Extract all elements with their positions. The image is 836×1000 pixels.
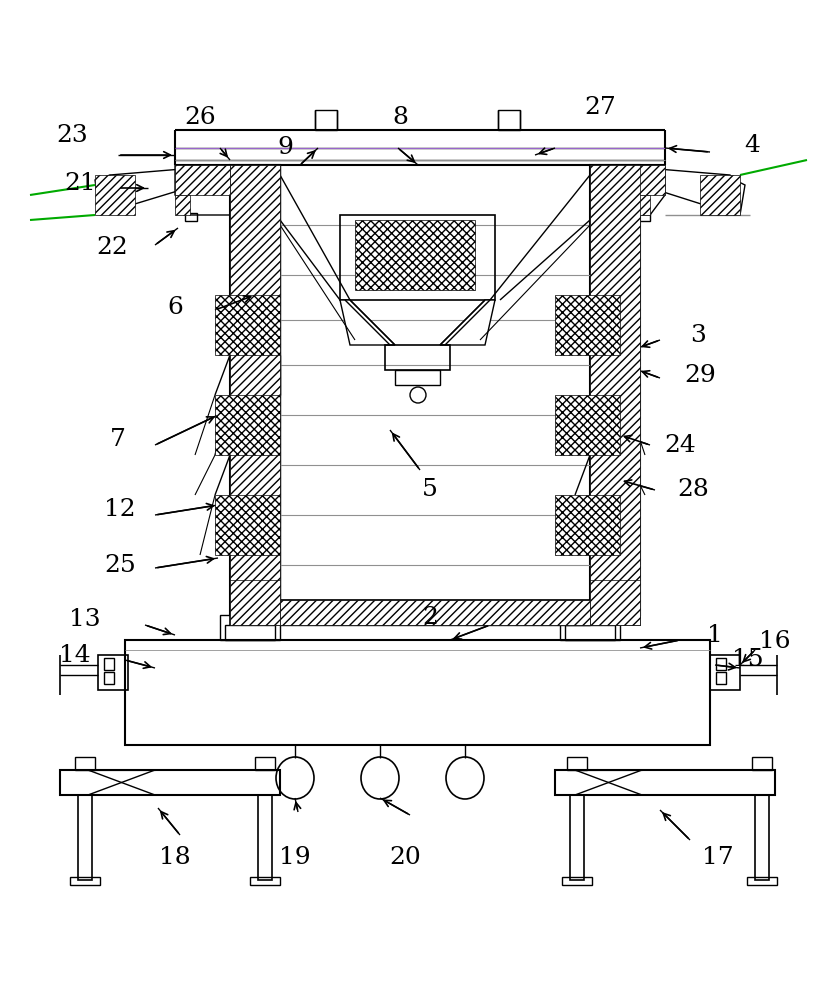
Bar (554, 395, 619, 455)
Text: 8: 8 (391, 106, 407, 129)
Bar (125, 640, 709, 745)
Bar (715, 672, 725, 684)
Text: 22: 22 (96, 236, 128, 259)
Text: 27: 27 (584, 97, 615, 119)
Text: 29: 29 (683, 363, 715, 386)
Text: 14: 14 (59, 644, 90, 666)
Bar (280, 600, 589, 625)
Bar (566, 757, 586, 770)
Text: 21: 21 (64, 172, 95, 194)
Bar (554, 770, 774, 795)
Text: 13: 13 (69, 608, 100, 632)
Text: 12: 12 (104, 498, 135, 522)
Text: 26: 26 (184, 106, 216, 129)
Bar (98, 655, 128, 690)
Bar (95, 175, 135, 215)
Text: 24: 24 (663, 434, 695, 456)
Bar (230, 580, 280, 625)
Text: 9: 9 (277, 136, 293, 159)
Bar (395, 370, 440, 385)
Bar (609, 195, 650, 215)
Bar (314, 110, 337, 130)
Bar (699, 175, 739, 215)
Bar (354, 220, 475, 290)
Bar (230, 165, 280, 615)
Text: 18: 18 (159, 846, 191, 869)
Bar (215, 495, 280, 555)
Bar (754, 795, 768, 880)
Bar (220, 615, 280, 640)
Bar (589, 165, 640, 615)
Bar (225, 625, 275, 640)
Bar (569, 795, 584, 880)
Bar (185, 213, 196, 221)
Bar (230, 165, 280, 615)
Text: 5: 5 (421, 479, 437, 502)
Text: 15: 15 (732, 648, 763, 672)
Bar (257, 795, 272, 880)
Bar (215, 295, 280, 355)
Bar (215, 395, 280, 455)
Text: 16: 16 (758, 631, 790, 654)
Text: 2: 2 (421, 606, 437, 630)
Bar (385, 345, 450, 370)
Polygon shape (440, 300, 494, 345)
Bar (255, 757, 275, 770)
Bar (230, 580, 280, 625)
Bar (561, 877, 591, 885)
Text: 25: 25 (104, 554, 135, 576)
Bar (78, 795, 92, 880)
Polygon shape (339, 300, 395, 345)
Text: 19: 19 (279, 846, 310, 869)
Bar (751, 757, 771, 770)
Bar (709, 655, 739, 690)
Bar (715, 658, 725, 670)
Bar (339, 215, 494, 300)
Text: 20: 20 (389, 846, 421, 869)
Bar (554, 495, 619, 555)
Bar (559, 615, 619, 640)
Bar (554, 295, 619, 355)
Bar (75, 757, 95, 770)
Text: 17: 17 (701, 846, 733, 869)
Bar (637, 213, 650, 221)
Text: 1: 1 (706, 624, 722, 647)
Text: 6: 6 (167, 296, 183, 320)
Bar (60, 770, 280, 795)
Bar (497, 110, 519, 130)
Text: 28: 28 (676, 479, 708, 502)
Bar (104, 658, 114, 670)
Bar (280, 600, 589, 625)
Bar (175, 165, 230, 195)
Text: 23: 23 (56, 123, 88, 146)
Text: 4: 4 (743, 133, 759, 156)
Bar (564, 625, 614, 640)
Bar (104, 672, 114, 684)
Bar (609, 165, 665, 195)
Bar (589, 165, 640, 615)
Bar (250, 877, 280, 885)
Bar (746, 877, 776, 885)
Bar (70, 877, 99, 885)
Text: 3: 3 (689, 324, 705, 347)
Text: 7: 7 (110, 428, 125, 452)
Bar (589, 580, 640, 625)
Bar (175, 195, 190, 215)
Bar (589, 580, 640, 625)
